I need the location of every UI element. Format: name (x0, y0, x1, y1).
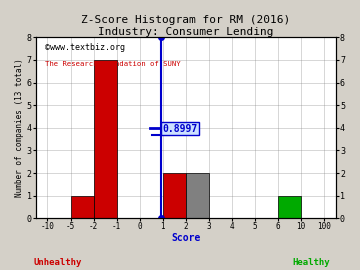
Text: The Research Foundation of SUNY: The Research Foundation of SUNY (45, 61, 181, 67)
Y-axis label: Number of companies (13 total): Number of companies (13 total) (15, 59, 24, 197)
Bar (94, 60, 117, 218)
Bar (186, 173, 209, 218)
Bar (163, 173, 186, 218)
Text: Healthy: Healthy (293, 258, 330, 267)
Bar (278, 196, 301, 218)
Text: Unhealthy: Unhealthy (33, 258, 82, 267)
X-axis label: Score: Score (171, 233, 201, 243)
Bar (71, 196, 94, 218)
Text: ©www.textbiz.org: ©www.textbiz.org (45, 43, 125, 52)
Text: 0.8997: 0.8997 (162, 124, 198, 134)
Title: Z-Score Histogram for RM (2016)
Industry: Consumer Lending: Z-Score Histogram for RM (2016) Industry… (81, 15, 291, 37)
